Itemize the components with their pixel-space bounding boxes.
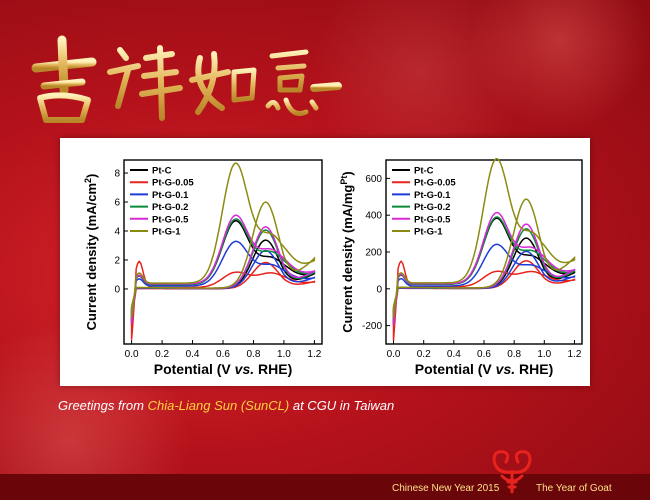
x-tick-label: 0.8 <box>507 349 521 360</box>
y-tick-label: 200 <box>365 248 382 259</box>
x-tick-label: 0.4 <box>447 349 461 360</box>
footer-new-year: Chinese New Year 2015 <box>392 483 500 494</box>
greeting-author: Chia-Liang Sun (SunCL) <box>147 398 290 413</box>
legend-entry: Pt-C <box>414 166 434 177</box>
y-tick-label: 400 <box>365 211 382 222</box>
y-axis-label: Current density (mA/cm2) <box>83 174 99 331</box>
x-tick-label: 1.0 <box>537 349 551 360</box>
footer-band <box>0 474 650 500</box>
legend-entry: Pt-G-1 <box>152 227 181 238</box>
chart-1: 0.0 0.2 0.4 0.6 0.8 1.0 1.2 0 2 4 6 8 Potential (V v… <box>83 159 323 377</box>
x-tick-label: 1.0 <box>277 349 291 360</box>
y-axis-label: Current density (mA/mgPt) <box>339 171 355 332</box>
greeting-suffix: at CGU in Taiwan <box>289 398 395 413</box>
x-axis-label: Potential (V vs. RHE) <box>154 361 293 377</box>
legend-entry: Pt-G-0.05 <box>152 178 194 189</box>
chart-panel: 0.0 0.2 0.4 0.6 0.8 1.0 1.2 0 2 4 6 8 Potential (V v… <box>60 138 590 386</box>
x-axis-label: Potential (V vs. RHE) <box>415 361 554 377</box>
x-tick-label: 0.0 <box>387 349 401 360</box>
legend-entry: Pt-G-0.1 <box>414 190 451 201</box>
y-tick-label: 600 <box>365 174 382 185</box>
x-tick-label: 0.2 <box>155 349 169 360</box>
y-tick-label: 0 <box>376 284 382 295</box>
y-tick-label: 0 <box>114 284 120 295</box>
y-tick-label: -200 <box>362 321 382 332</box>
legend-entry: Pt-C <box>152 166 172 177</box>
legend-entry: Pt-G-0.5 <box>414 214 451 225</box>
legend-entry: Pt-G-0.5 <box>152 214 189 225</box>
x-tick-label: 0.8 <box>247 349 261 360</box>
goat-knot-icon <box>492 450 532 494</box>
x-tick-label: 0.6 <box>477 349 491 360</box>
y-tick-label: 6 <box>114 198 120 209</box>
cv-charts: 0.0 0.2 0.4 0.6 0.8 1.0 1.2 0 2 4 6 8 Potential (V v… <box>83 157 583 377</box>
greeting-line: Greetings from Chia-Liang Sun (SunCL) at… <box>58 398 394 413</box>
y-tick-label: 4 <box>114 226 120 237</box>
gold-calligraphy-icon <box>31 35 342 123</box>
legend-entry: Pt-G-1 <box>414 227 443 238</box>
series-line-pt-g-1 <box>392 157 576 319</box>
y-tick-label: 2 <box>114 255 120 266</box>
x-tick-label: 1.2 <box>568 349 582 360</box>
footer-year-of-goat: The Year of Goat <box>536 483 612 494</box>
x-tick-label: 0.2 <box>417 349 431 360</box>
x-tick-label: 1.2 <box>307 349 321 360</box>
legend-entry: Pt-G-0.2 <box>414 202 450 213</box>
x-tick-label: 0.0 <box>125 349 139 360</box>
series-line-pt-g-1 <box>130 162 316 318</box>
y-tick-label: 8 <box>114 169 120 180</box>
legend-entry: Pt-G-0.05 <box>414 178 456 189</box>
legend-entry: Pt-G-0.1 <box>152 190 189 201</box>
x-tick-label: 0.6 <box>216 349 230 360</box>
legend-entry: Pt-G-0.2 <box>152 202 188 213</box>
chart-2: 0.0 0.2 0.4 0.6 0.8 1.0 1.2 -200 0 200 400 600 Poten… <box>339 157 583 377</box>
x-tick-label: 0.4 <box>186 349 200 360</box>
greeting-prefix: Greetings from <box>58 398 148 413</box>
